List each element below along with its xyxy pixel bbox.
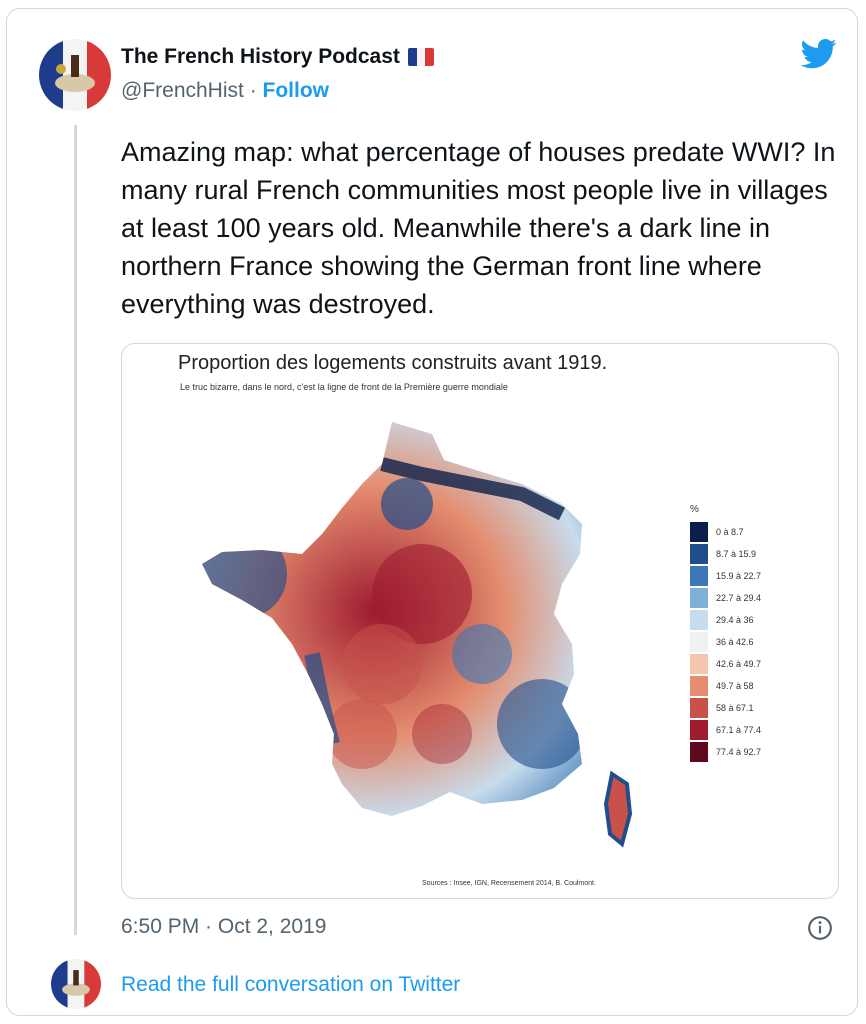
- avatar[interactable]: [39, 39, 111, 111]
- tweet-text: Amazing map: what percentage of houses p…: [121, 137, 836, 319]
- legend-item: 42.6 à 49.7: [690, 653, 761, 675]
- legend-swatch: [690, 698, 708, 718]
- legend-swatch: [690, 720, 708, 740]
- map-sources: Sources : Insee, IGN, Recensement 2014, …: [422, 880, 596, 887]
- legend-item: 22.7 à 29.4: [690, 587, 761, 609]
- legend-label: 42.6 à 49.7: [716, 659, 762, 669]
- legend-item: 67.1 à 77.4: [690, 719, 761, 741]
- legend-item: 36 à 42.6: [690, 631, 761, 653]
- footer-avatar[interactable]: [51, 959, 101, 1009]
- tweet-media-image[interactable]: Proportion des logements construits avan…: [121, 343, 839, 899]
- legend-item: 15.9 à 22.7: [690, 565, 761, 587]
- legend-swatch: [690, 676, 708, 696]
- legend-swatch: [690, 742, 708, 762]
- legend-swatch: [690, 588, 708, 608]
- info-icon[interactable]: [807, 915, 833, 941]
- legend-label: 58 à 67.1: [716, 703, 754, 713]
- legend-item: 29.4 à 36: [690, 609, 761, 631]
- read-full-conversation-link[interactable]: Read the full conversation on Twitter: [121, 973, 461, 996]
- legend-swatch: [690, 522, 708, 542]
- france-map: [202, 422, 633, 848]
- legend-item: 58 à 67.1: [690, 697, 761, 719]
- tweet-timestamp[interactable]: 6:50 PM · Oct 2, 2019: [121, 915, 327, 938]
- legend-unit: %: [690, 504, 699, 515]
- france-flag-icon: [407, 48, 434, 66]
- account-display-name[interactable]: The French History Podcast: [121, 45, 400, 68]
- legend-swatch: [690, 610, 708, 630]
- tweet-card: The French History Podcast @FrenchHist ·…: [6, 8, 858, 1016]
- legend-label: 15.9 à 22.7: [716, 571, 762, 581]
- legend-swatch: [690, 654, 708, 674]
- legend-item: 8.7 à 15.9: [690, 543, 761, 565]
- twitter-bird-icon[interactable]: [801, 39, 837, 69]
- follow-button[interactable]: Follow: [262, 79, 330, 102]
- footer-avatar-image: [51, 959, 101, 1009]
- map-legend: % 0 à 8.7 8.7 à 15.9 15.9 à 22.7 22.7 à 29.…: [690, 504, 761, 763]
- account-handle[interactable]: @FrenchHist: [121, 79, 244, 102]
- map-subtitle: Le truc bizarre, dans le nord, c'est la …: [180, 382, 508, 392]
- legend-item: 0 à 8.7: [690, 521, 761, 543]
- legend-label: 77.4 à 92.7: [716, 747, 762, 757]
- thread-line: [74, 125, 77, 935]
- legend-swatch: [690, 632, 708, 652]
- legend-swatch: [690, 566, 708, 586]
- map-title: Proportion des logements construits avan…: [178, 352, 608, 374]
- legend-label: 29.4 à 36: [716, 615, 754, 625]
- legend-item: 49.7 à 58: [690, 675, 761, 697]
- legend-label: 22.7 à 29.4: [716, 593, 762, 603]
- legend-label: 8.7 à 15.9: [716, 549, 757, 559]
- legend-label: 36 à 42.6: [716, 637, 754, 647]
- legend-label: 0 à 8.7: [716, 527, 744, 537]
- legend-label: 49.7 à 58: [716, 681, 754, 691]
- legend-swatch: [690, 544, 708, 564]
- legend-item: 77.4 à 92.7: [690, 741, 761, 763]
- legend-label: 67.1 à 77.4: [716, 725, 762, 735]
- avatar-image: [39, 39, 111, 111]
- handle-separator: ·: [249, 79, 257, 102]
